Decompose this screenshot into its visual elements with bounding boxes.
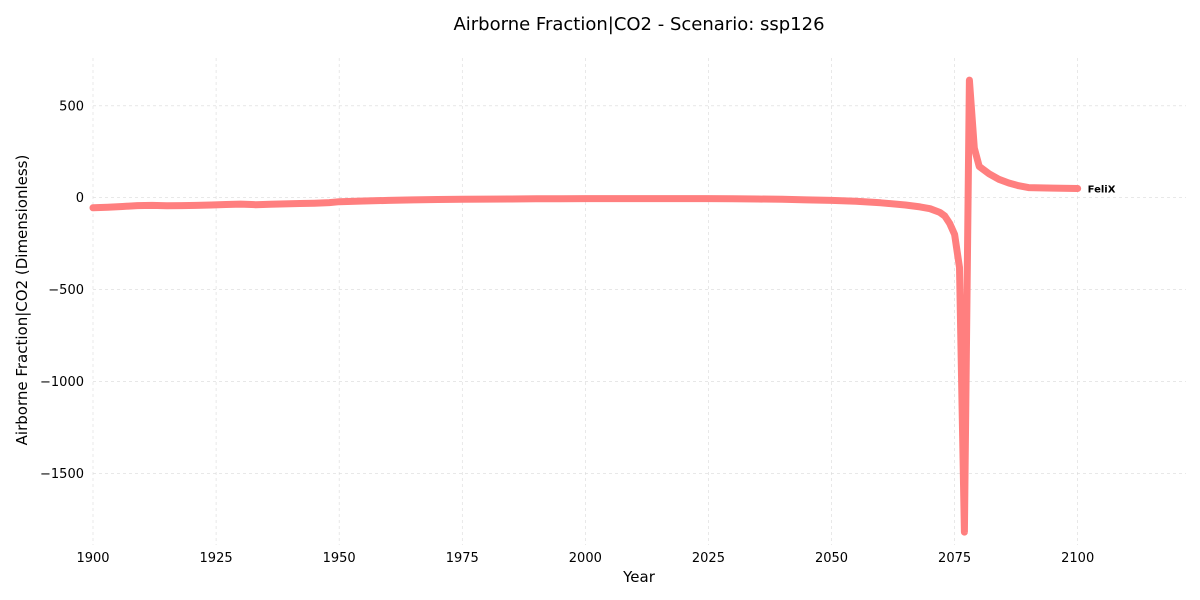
y-ticks: 500 0 −500 −1000 −1500	[40, 99, 84, 482]
x-tick-label: 1975	[446, 551, 479, 566]
x-tick-label: 2100	[1061, 551, 1094, 566]
series-label: FeliX	[1088, 184, 1116, 195]
x-tick-label: 2025	[692, 551, 725, 566]
x-tick-label: 2000	[569, 551, 602, 566]
x-tick-label: 2050	[815, 551, 848, 566]
grid-lines	[92, 58, 1186, 545]
x-axis-label: Year	[622, 568, 656, 586]
y-tick-label: −1000	[40, 375, 84, 390]
y-tick-label: −1500	[40, 467, 84, 482]
chart-title: Airborne Fraction|CO2 - Scenario: ssp126	[453, 14, 824, 35]
y-tick-label: 0	[76, 191, 84, 206]
y-tick-label: 500	[59, 99, 84, 114]
x-tick-label: 2075	[938, 551, 971, 566]
x-ticks: 1900 1925 1950 1975 2000 2025 2050 2075 2100	[76, 551, 1094, 566]
x-tick-label: 1950	[323, 551, 356, 566]
series-line-felix	[89, 76, 1082, 536]
y-tick-label: −500	[48, 283, 84, 298]
x-tick-label: 1900	[76, 551, 109, 566]
series-layer: FeliX	[89, 76, 1116, 536]
x-tick-label: 1925	[200, 551, 233, 566]
y-axis-label: Airborne Fraction|CO2 (Dimensionless)	[13, 155, 31, 446]
